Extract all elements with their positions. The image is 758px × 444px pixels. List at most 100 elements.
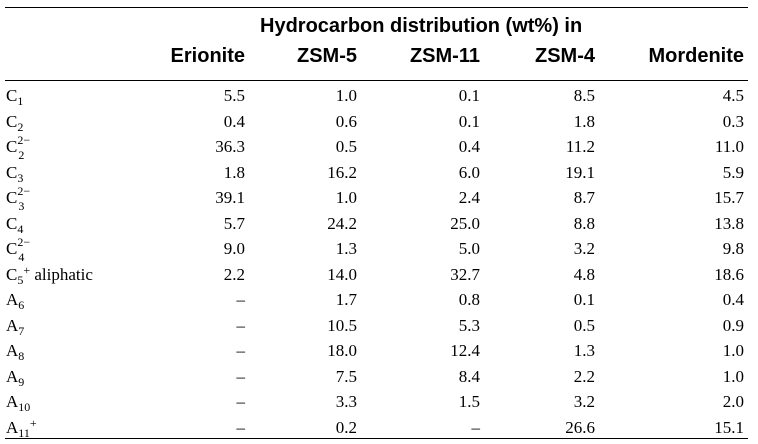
label-charge-stack: 2− 2	[17, 133, 31, 161]
table-cell: 4.5	[722, 86, 744, 105]
table-cell: 26.6	[565, 417, 595, 437]
table-cell: –	[236, 417, 246, 437]
table-cell: 0.2	[335, 417, 357, 437]
table-cell: 3.3	[335, 392, 357, 411]
label-base: C	[6, 213, 18, 233]
label-base: C	[6, 264, 18, 284]
table-cell: –	[236, 366, 246, 386]
table-cell: 2.2	[573, 366, 595, 386]
label-superscript: 2−	[17, 133, 31, 147]
label-subscript: 3	[17, 170, 24, 185]
label-suffix: aliphatic	[30, 264, 93, 284]
row-label: C 2− 4	[6, 235, 31, 263]
table-cell: 1.3	[573, 341, 595, 360]
table-cell: 2.0	[722, 392, 744, 411]
row-label: C1	[6, 86, 23, 107]
column-header-zsm-11: ZSM-11	[409, 45, 480, 67]
table-cell: 2.4	[458, 188, 480, 207]
table-cell: 0.4	[458, 137, 480, 156]
label-base: A	[6, 341, 19, 360]
table-cell: 7.5	[335, 366, 357, 386]
table-row: C2 0.4 0.6 0.1 1.8 0.3	[0, 112, 758, 138]
table-cell: 36.3	[215, 137, 245, 156]
table-cell: 9.0	[223, 239, 245, 258]
table-cell: 0.9	[722, 315, 744, 335]
table-cell: 8.5	[573, 86, 595, 105]
label-subscript: 5	[17, 272, 24, 287]
table-row: C1 5.5 1.0 0.1 8.5 4.5	[0, 86, 758, 112]
table-cell: 5.5	[223, 86, 245, 105]
table-row: A8 – 18.0 12.4 1.3 1.0	[0, 341, 758, 367]
table-cell: –	[236, 290, 246, 309]
row-label: C3	[6, 162, 24, 185]
table-cell: 18.0	[327, 341, 357, 360]
table-cell: 5.3	[458, 315, 480, 335]
table-row: A11+ – 0.2 – 26.6 15.1	[0, 417, 758, 444]
table-row: C 2− 3 39.1 1.0 2.4 8.7 15.7	[0, 185, 758, 214]
table-row: A10 – 3.3 1.5 3.2 2.0	[0, 392, 758, 418]
label-base: A	[6, 366, 19, 386]
label-subscript: 4	[18, 250, 25, 264]
table-cell: –	[236, 341, 246, 360]
label-subscript: 10	[18, 400, 31, 414]
table-cell: 3.2	[573, 239, 595, 258]
header-rule	[5, 80, 748, 81]
table-cell: 4.8	[573, 264, 595, 284]
table-cell: 8.8	[573, 213, 595, 233]
label-base: C	[6, 188, 18, 207]
row-label: A6	[6, 290, 24, 311]
table-cell: 1.0	[722, 341, 744, 360]
label-subscript: 8	[18, 349, 25, 363]
label-base: C	[6, 137, 18, 156]
table-cell: 16.2	[327, 162, 357, 182]
label-superscript: +	[23, 262, 31, 277]
label-base: A	[6, 392, 19, 411]
table-cell: 5.9	[722, 162, 744, 182]
table-cell: 8.4	[458, 366, 480, 386]
table-cell: 0.1	[458, 86, 480, 105]
table-cell: 11.0	[714, 137, 744, 156]
row-label: C4	[6, 213, 24, 236]
label-base: C	[6, 111, 18, 131]
label-superscript: 2−	[17, 235, 31, 249]
column-header-zsm-4: ZSM-4	[535, 45, 595, 67]
label-base: C	[6, 162, 18, 182]
label-subscript: 4	[17, 221, 24, 236]
table-row: A6 – 1.7 0.8 0.1 0.4	[0, 290, 758, 316]
table-cell: –	[236, 315, 246, 335]
label-base: A	[6, 315, 19, 335]
table-cell: 1.8	[573, 111, 595, 131]
table-cell: 1.0	[722, 366, 744, 386]
table-cell: 25.0	[450, 213, 480, 233]
table-cell: 8.7	[573, 188, 595, 207]
row-label: A8	[6, 341, 25, 363]
table-cell: 0.4	[722, 290, 744, 309]
table-cell: 0.5	[335, 137, 357, 156]
label-subscript: 2	[18, 148, 25, 162]
table-cell: 0.1	[458, 111, 480, 131]
table-row: A7 – 10.5 5.3 0.5 0.9	[0, 316, 758, 342]
table-cell: 12.4	[450, 341, 480, 360]
table-cell: 19.1	[565, 162, 595, 182]
label-subscript: 3	[18, 199, 25, 213]
bottom-rule	[5, 438, 748, 439]
row-label: A10	[6, 392, 31, 414]
row-label: C2	[6, 111, 23, 133]
table-body: C1 5.5 1.0 0.1 8.5 4.5 C2 0.4 0.6 0.1 1.8 0.3 C 2− 2 36…	[0, 86, 758, 443]
table-cell: 1.0	[335, 188, 357, 207]
table-cell: 6.0	[458, 162, 480, 182]
table-cell: 5.7	[223, 213, 245, 233]
label-base: C	[6, 86, 18, 105]
table-cell: 2.2	[223, 264, 245, 284]
table-cell: 1.8	[223, 162, 245, 182]
table-cell: 10.5	[327, 315, 357, 335]
label-subscript: 11	[18, 425, 30, 440]
table-cell: 18.6	[714, 264, 744, 284]
table-row: C3 1.8 16.2 6.0 19.1 5.9	[0, 163, 758, 189]
table-cell: 11.2	[565, 137, 595, 156]
table-row: C 2− 4 9.0 1.3 5.0 3.2 9.8	[0, 235, 758, 265]
table-cell: 24.2	[327, 213, 357, 233]
table-cell: –	[236, 392, 246, 411]
table-cell: 15.7	[714, 188, 744, 207]
row-label: A7	[6, 315, 24, 337]
